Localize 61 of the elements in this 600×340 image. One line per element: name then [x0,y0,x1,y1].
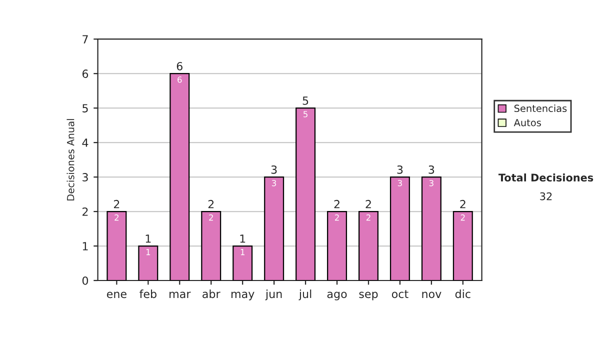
data-label: 2 [209,214,213,221]
x-tick-label: may [231,292,254,300]
total-label: 3 [397,165,403,174]
total-label: 2 [366,200,371,208]
total-label: 1 [146,234,151,243]
y-tick-label: 4 [82,138,88,147]
x-tick-label: sep [359,292,378,300]
x-tick-label: jul [298,290,312,300]
total-label: 3 [428,165,434,174]
bar [232,245,253,280]
total-label: 2 [460,200,466,208]
x-tick-label: abr [202,290,220,298]
legend-label: Sentencias [514,104,567,112]
bar [201,210,222,280]
bar [327,210,348,280]
x-tick-label: feb [140,290,156,298]
data-label: 1 [146,249,150,256]
bar [264,176,284,280]
data-label: 2 [334,214,339,221]
y-tick-label: 1 [82,242,88,250]
data-label: 2 [460,214,465,221]
data-label: 5 [304,111,308,118]
total-label: 2 [208,200,214,208]
x-tick-label: dic [455,290,470,298]
bar [106,210,127,280]
bar [421,176,442,280]
y-tick-label: 0 [82,276,88,285]
y-tick-label: 6 [82,70,88,78]
bar [358,210,378,280]
total-label: 1 [240,234,246,243]
total-label: 6 [176,62,182,70]
x-tick-label: ene [106,292,126,298]
y-tick-label: 3 [82,173,88,182]
total-label: 2 [334,200,340,208]
y-tick-label: 7 [82,35,88,44]
data-label: 3 [398,180,402,186]
bar [452,210,473,280]
data-label: 1 [240,249,244,256]
data-label: 3 [272,180,276,186]
x-tick-label: oct [392,290,408,298]
data-label: 2 [114,214,118,221]
total-label: 3 [271,165,277,174]
text: Total Decisiones [498,173,594,182]
data-label: 3 [429,180,434,186]
y-tick-label: 5 [82,104,88,112]
x-tick-label: jun [265,290,282,300]
bar [296,108,316,280]
x-tick-label: ago [327,292,347,300]
data-label: 2 [366,214,370,221]
bar [390,176,410,280]
bar [170,73,190,280]
y-tick-label: 2 [82,208,88,216]
y-axis-title: Decisiones Anual [66,119,74,200]
x-tick-label: mar [170,292,191,298]
legend-label: Autos [514,119,541,126]
x-tick-label: nov [422,292,442,298]
data-label: 6 [178,76,182,83]
bar [138,245,158,280]
total-label: 5 [302,96,308,105]
total-label: 2 [114,200,120,208]
text: 32 [540,192,552,200]
